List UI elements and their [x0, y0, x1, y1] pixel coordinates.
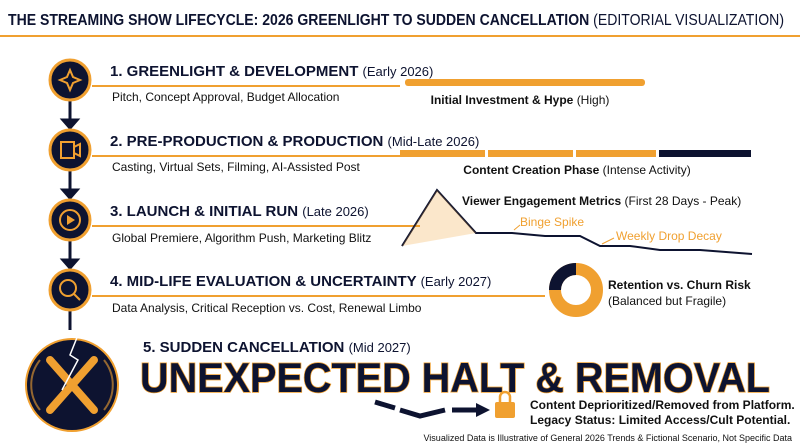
stage-title: 5. SUDDEN CANCELLATION (Mid 2027)	[143, 339, 411, 356]
visual-label: Content Creation Phase (Intense Activity…	[463, 163, 690, 177]
stage-timing: (Late 2026)	[302, 204, 369, 219]
stage-rules	[92, 85, 545, 297]
stage-title: 1. GREENLIGHT & DEVELOPMENT (Early 2026)	[110, 63, 433, 80]
stage-timing: (Early 2027)	[421, 274, 492, 289]
title-main: THE STREAMING SHOW LIFECYCLE: 2026 GREEN…	[8, 12, 589, 29]
stage-timing: (Mid-Late 2026)	[388, 134, 480, 149]
headline: UNEXPECTED HALT & REMOVAL	[140, 354, 770, 401]
note: (High)	[577, 93, 610, 107]
stage-title: 4. MID-LIFE EVALUATION & UNCERTAINTY (Ea…	[110, 273, 491, 290]
stage-title: 2. PRE-PRODUCTION & PRODUCTION (Mid-Late…	[110, 133, 479, 150]
stage-name: 2. PRE-PRODUCTION & PRODUCTION	[110, 133, 383, 150]
stage-icons	[25, 58, 119, 432]
flow-arrows	[59, 100, 81, 330]
footer-note: Visualized Data is Illustrative of Gener…	[423, 433, 792, 443]
stage-name: 3. LAUNCH & INITIAL RUN	[110, 203, 298, 220]
stage-name: 1. GREENLIGHT & DEVELOPMENT	[110, 63, 358, 80]
annotation: Binge Spike	[520, 215, 584, 229]
note: (Intense Activity)	[603, 163, 691, 177]
engagement-fill	[402, 190, 476, 246]
churn-arc	[549, 263, 577, 291]
exit-arrow	[374, 390, 515, 419]
label: Content Creation Phase	[463, 163, 599, 177]
stage-title: 3. LAUNCH & INITIAL RUN (Late 2026)	[110, 203, 369, 220]
visual-label: Viewer Engagement Metrics (First 28 Days…	[462, 194, 741, 208]
stage-timing: (Early 2026)	[363, 64, 434, 79]
stage-details: Casting, Virtual Sets, Filming, AI-Assis…	[112, 160, 361, 174]
status-line: Content Deprioritized/Removed from Platf…	[530, 398, 795, 412]
label: Viewer Engagement Metrics	[462, 194, 621, 208]
stage-details: Data Analysis, Critical Reception vs. Co…	[112, 301, 422, 315]
hype-bar	[405, 79, 645, 86]
stage-name: 4. MID-LIFE EVALUATION & UNCERTAINTY	[110, 273, 417, 290]
note: (First 28 Days - Peak)	[625, 194, 742, 208]
phase-bar	[400, 150, 751, 157]
label: Initial Investment & Hype	[431, 93, 574, 107]
stage-timing: (Mid 2027)	[349, 340, 411, 355]
status-line: Legacy Status: Limited Access/Cult Poten…	[530, 413, 790, 427]
title-note: (EDITORIAL VISUALIZATION)	[593, 12, 784, 29]
annotation: Weekly Drop Decay	[616, 229, 722, 243]
stage-details: Pitch, Concept Approval, Budget Allocati…	[112, 90, 339, 104]
stage-details: Global Premiere, Algorithm Push, Marketi…	[112, 231, 371, 245]
page-title: THE STREAMING SHOW LIFECYCLE: 2026 GREEN…	[8, 12, 784, 29]
visual-note: (Balanced but Fragile)	[608, 294, 726, 308]
stage-name: 5. SUDDEN CANCELLATION	[143, 339, 344, 356]
visual-label: Retention vs. Churn Risk	[608, 278, 751, 292]
visual-label: Initial Investment & Hype (High)	[431, 93, 610, 107]
callout	[601, 237, 615, 245]
callout	[513, 224, 521, 231]
engagement-line	[401, 188, 753, 255]
